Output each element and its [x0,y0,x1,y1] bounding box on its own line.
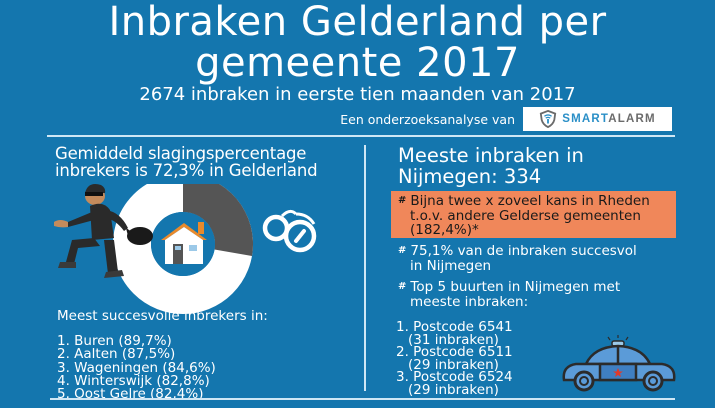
list-item-count: (31 inbraken) [408,331,499,348]
logo-text: SMARTALARM [562,113,656,125]
smartalarm-logo: SMARTALARM [523,107,672,131]
column-divider [364,145,366,391]
nijmegen-success-bullet: #75,1% van de inbraken succesvol in Nijm… [398,243,637,274]
list-item-count: (29 inbraken) [408,356,499,373]
left-heading: Gemiddeld slagingspercentage inbrekers i… [55,144,318,180]
list-item: 3. Wageningen (84,6%) [57,359,216,376]
shield-icon [540,110,557,128]
list-title: Meest succesvolle inbrekers in: [57,308,268,324]
right-heading: Meeste inbraken in Nijmegen: 334 [398,144,584,188]
subtitle: 2674 inbraken in eerste tien maanden van… [139,84,576,105]
title-line-1: Inbraken Gelderland per [108,0,607,45]
title-line-2: gemeente 2017 [195,40,520,86]
donut-fail-segment [183,184,254,256]
police-car-icon [562,335,676,392]
bottom-divider [50,398,675,400]
page-title: Inbraken Gelderland per gemeente 2017 [0,2,715,84]
top-divider [47,135,675,137]
list-item: 5. Oost Gelre (82,4%) [57,386,204,403]
postcode-list: 1. Postcode 6541 (31 inbraken) 2. Postco… [396,319,513,398]
list-item: 2. Postcode 6511 [396,344,513,361]
rheden-highlight-box: # Bijna twee x zoveel kans in Rheden t.o.… [391,191,676,238]
list-item: 2. Aalten (87,5%) [57,346,176,363]
list-item: 1. Postcode 6541 [396,319,513,335]
top-municipalities-list: 1. Buren (89,7%) 2. Aalten (87,5%) 3. Wa… [57,333,216,403]
top-neighbourhoods-bullet: # Top 5 buurten in Nijmegen met meeste in… [398,279,621,310]
burglar-icon [54,184,153,278]
house-icon [161,222,207,264]
list-item: 3. Postcode 6524 [396,369,513,386]
list-item: 4. Winterswijk (82,8%) [57,372,210,389]
bullet-hash: # [398,195,407,206]
list-item: 1. Buren (89,7%) [57,333,172,349]
handcuffs-icon [262,209,317,253]
credit-text: Een onderzoeksanalyse van [340,112,515,127]
list-item-count: (29 inbraken) [408,381,499,398]
